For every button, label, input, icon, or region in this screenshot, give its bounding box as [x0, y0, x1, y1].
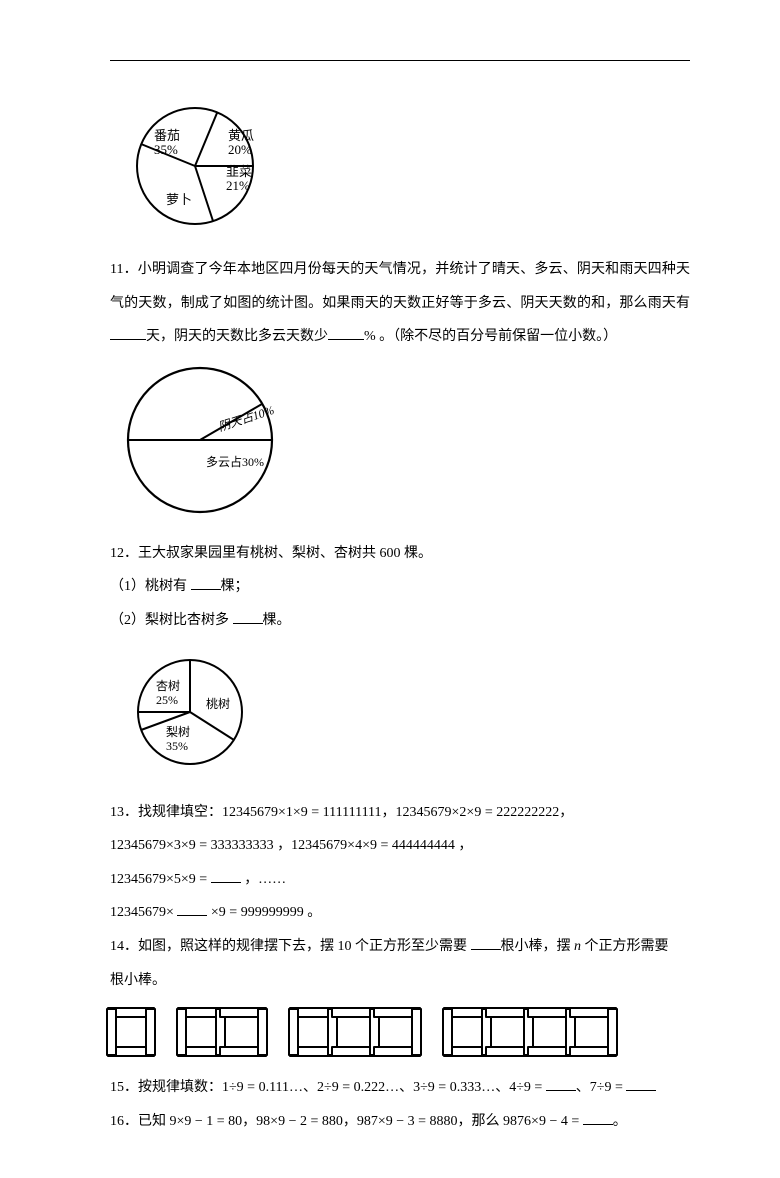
q11-mid: 天，阴天的天数比多云天数少	[146, 329, 328, 344]
q12-s2a: （2）梨树比杏树多	[110, 613, 233, 628]
square	[572, 1011, 614, 1053]
q14-a: 14．如图，照这样的规律摆下去，摆 10 个正方形至少需要	[110, 939, 471, 954]
q14-c: 个正方形需要	[581, 939, 669, 954]
q13-l3b: ，……	[241, 872, 287, 887]
q12-sub2: （2）梨树比杏树多 棵。	[110, 604, 690, 638]
tree-label: 桃树	[206, 696, 230, 711]
blank-input[interactable]	[191, 575, 221, 590]
q13-l4: 12345679× ×9 = 999999999 。	[110, 896, 690, 930]
square	[110, 1011, 152, 1053]
square	[446, 1011, 488, 1053]
slice-label: 萝卜	[166, 192, 192, 207]
q16-a: 16．已知 9×9 − 1 = 80，98×9 − 2 = 880，987×9 …	[110, 1114, 583, 1129]
q12-s1a: （1）桃树有	[110, 579, 191, 594]
square	[334, 1011, 376, 1053]
square	[222, 1011, 264, 1053]
tree-label: 杏树	[156, 678, 180, 693]
q12-head: 12．王大叔家果园里有桃树、梨树、杏树共 600 棵。	[110, 537, 690, 571]
square	[530, 1011, 572, 1053]
weather-label: 阴天占10%	[216, 403, 275, 434]
q12-s2b: 棵。	[263, 613, 291, 628]
q11-text: 11．小明调查了今年本地区四月份每天的天气情况，并统计了晴天、多云、阴天和雨天四…	[110, 253, 690, 354]
pie-chart-weather: 阴天占10% 多云占30%	[110, 360, 310, 525]
q14-line1: 14．如图，照这样的规律摆下去，摆 10 个正方形至少需要 根小棒，摆 n 个正…	[110, 930, 690, 964]
blank-input[interactable]	[546, 1076, 576, 1091]
blank-input[interactable]	[328, 325, 364, 340]
pie-chart-vegetables: 黄瓜 20% 番茄 35% 萝卜 韭菜 21%	[110, 96, 300, 241]
q12-pie-trees: 杏树 25% 桃树 梨树 35%	[110, 644, 690, 784]
q13-l4a: 12345679×	[110, 905, 177, 920]
group-4	[446, 1011, 614, 1053]
q14-d: 根小棒。	[110, 973, 166, 988]
pie-chart-trees: 杏树 25% 桃树 梨树 35%	[110, 644, 280, 784]
q12-sub1: （1）桃树有 棵；	[110, 570, 690, 604]
slice-pct: 21%	[226, 178, 250, 193]
blank-input[interactable]	[177, 901, 207, 916]
blank-input[interactable]	[626, 1076, 656, 1091]
q16-b: 。	[613, 1114, 627, 1129]
blank-input[interactable]	[233, 609, 263, 624]
square	[488, 1011, 530, 1053]
q13-l3: 12345679×5×9 = ，……	[110, 863, 690, 897]
group-1	[110, 1011, 152, 1053]
q10-pie-vegetables: 黄瓜 20% 番茄 35% 萝卜 韭菜 21%	[110, 96, 690, 241]
matchstick-figure	[110, 1011, 690, 1053]
q13-l2: 12345679×3×9 = 333333333 ，12345679×4×9 =…	[110, 829, 690, 863]
square	[292, 1011, 334, 1053]
q11-pie-weather: 阴天占10% 多云占30%	[110, 360, 690, 525]
slice-pct: 20%	[228, 142, 252, 157]
square	[376, 1011, 418, 1053]
blank-input[interactable]	[583, 1110, 613, 1125]
tree-pct: 25%	[156, 693, 178, 707]
q11-lead: 11．小明调查了今年本地区四月份每天的天气情况，并统计了晴天、多云、阴天和雨天四…	[110, 262, 690, 311]
weather-label: 多云占30%	[206, 454, 264, 469]
q14-n: n	[574, 939, 581, 954]
q12-s1b: 棵；	[221, 579, 249, 594]
q14-b: 根小棒，摆	[501, 939, 575, 954]
group-2	[180, 1011, 264, 1053]
q15-a: 15．按规律填数：1÷9 = 0.111…、2÷9 = 0.222…、3÷9 =…	[110, 1080, 546, 1095]
slice-label: 番茄	[154, 128, 180, 143]
q13-l4b: ×9 = 999999999 。	[207, 905, 321, 920]
q13-l3a: 12345679×5×9 =	[110, 872, 211, 887]
blank-input[interactable]	[471, 935, 501, 950]
q11-tail: % 。（除不尽的百分号前保留一位小数。）	[364, 329, 617, 344]
group-3	[292, 1011, 418, 1053]
q13-l1: 13．找规律填空：12345679×1×9 = 111111111，123456…	[110, 796, 690, 830]
slice-label: 黄瓜	[228, 128, 254, 143]
worksheet-page: 黄瓜 20% 番茄 35% 萝卜 韭菜 21% 11．小明调查了今年本地区四月份…	[0, 0, 780, 1178]
blank-input[interactable]	[110, 325, 146, 340]
slice-label: 韭菜	[226, 164, 252, 179]
tree-pct: 35%	[166, 739, 188, 753]
q16-text: 16．已知 9×9 − 1 = 80，98×9 − 2 = 880，987×9 …	[110, 1105, 690, 1139]
q15-b: 、7÷9 =	[576, 1080, 627, 1095]
square	[180, 1011, 222, 1053]
top-rule	[110, 60, 690, 61]
q14-line2: 根小棒。	[110, 964, 690, 998]
slice-pct: 35%	[154, 142, 178, 157]
q15-text: 15．按规律填数：1÷9 = 0.111…、2÷9 = 0.222…、3÷9 =…	[110, 1071, 690, 1105]
tree-label: 梨树	[166, 724, 190, 739]
blank-input[interactable]	[211, 868, 241, 883]
